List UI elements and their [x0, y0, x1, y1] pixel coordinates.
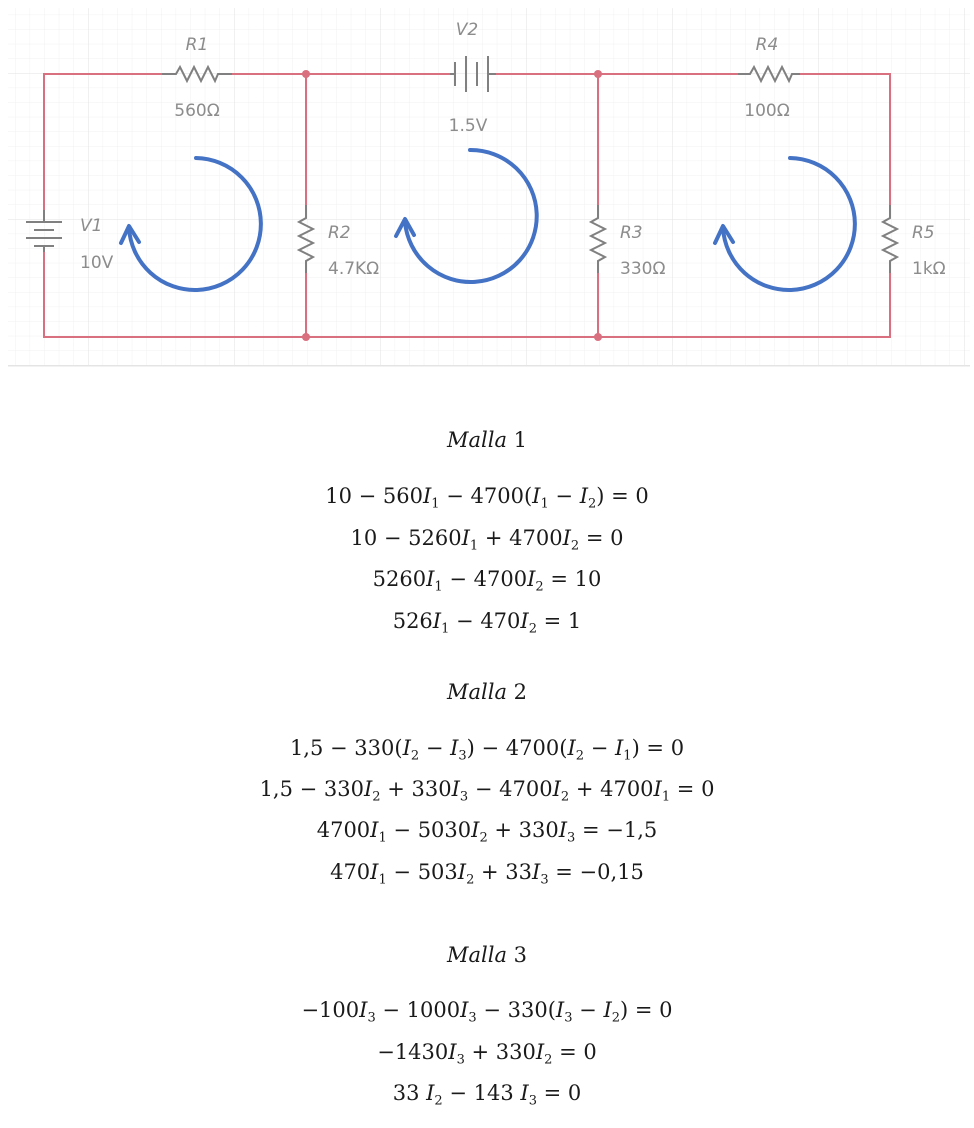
mesh-2-equation-2: 1,5 − 330I2 + 330I3 − 4700I2 + 4700I1 = … — [259, 777, 715, 805]
r5-name: R5 — [912, 223, 935, 243]
mesh-1-equation-1: 10 − 560I1 − 4700(I1 − I2) = 0 — [325, 484, 649, 512]
r5-value: 1kΩ — [912, 259, 946, 279]
resistor-r2-symbol — [296, 205, 316, 273]
junction-dots — [302, 70, 602, 341]
v1-value: 10V — [80, 253, 114, 273]
mesh-2-heading: Malla 2 — [446, 680, 528, 704]
mesh-1-equation-4: 526I1 − 470I2 = 1 — [392, 609, 582, 637]
r1-name: R1 — [186, 35, 209, 55]
mesh-2-equation-4: 470I1 − 503I2 + 33I3 = −0,15 — [330, 860, 644, 888]
r3-value: 330Ω — [620, 259, 665, 279]
mesh-1-equation-2: 10 − 5260I1 + 4700I2 = 0 — [350, 526, 624, 554]
mesh-2-equation-1: 1,5 − 330(I2 − I3) − 4700(I2 − I1) = 0 — [289, 736, 685, 764]
mesh-1-loop-arrow — [119, 156, 263, 292]
mesh-3-heading: Malla 3 — [446, 943, 528, 967]
mesh-1-heading: Malla 1 — [446, 428, 528, 452]
resistor-r3-symbol — [588, 205, 608, 273]
resistor-r1-symbol — [162, 64, 232, 84]
resistor-r4-symbol — [738, 64, 800, 84]
r4-name: R4 — [756, 35, 779, 55]
v2-name: V2 — [456, 20, 478, 40]
battery-v1-symbol — [26, 210, 62, 252]
mesh-2-equation-3: 4700I1 − 5030I2 + 330I3 = −1,5 — [316, 818, 658, 846]
mesh-3-equation-2: −1430I3 + 330I2 = 0 — [377, 1040, 597, 1068]
resistor-r5-symbol — [880, 205, 900, 273]
mesh-2-loop-arrow — [394, 147, 539, 284]
r2-value: 4.7KΩ — [328, 259, 379, 279]
mesh-1-equation-3: 5260I1 − 4700I2 = 10 — [372, 567, 602, 595]
r2-name: R2 — [328, 223, 351, 243]
r4-value: 100Ω — [744, 101, 789, 121]
mesh-3-equation-1: −100I3 − 1000I3 − 330(I3 − I2) = 0 — [301, 998, 673, 1026]
mesh-3-equation-3: 33 I2 − 143 I3 = 0 — [392, 1081, 582, 1109]
battery-v2-symbol — [450, 56, 496, 92]
v1-name: V1 — [80, 216, 102, 236]
circuit-diagram: R1 560Ω V2 1.5V R4 100Ω V1 10V R2 4.7KΩ … — [8, 8, 970, 367]
wires — [43, 73, 891, 338]
r1-value: 560Ω — [174, 101, 219, 121]
v2-value: 1.5V — [449, 116, 488, 136]
r3-name: R3 — [620, 223, 643, 243]
mesh-3-loop-arrow — [713, 156, 857, 292]
